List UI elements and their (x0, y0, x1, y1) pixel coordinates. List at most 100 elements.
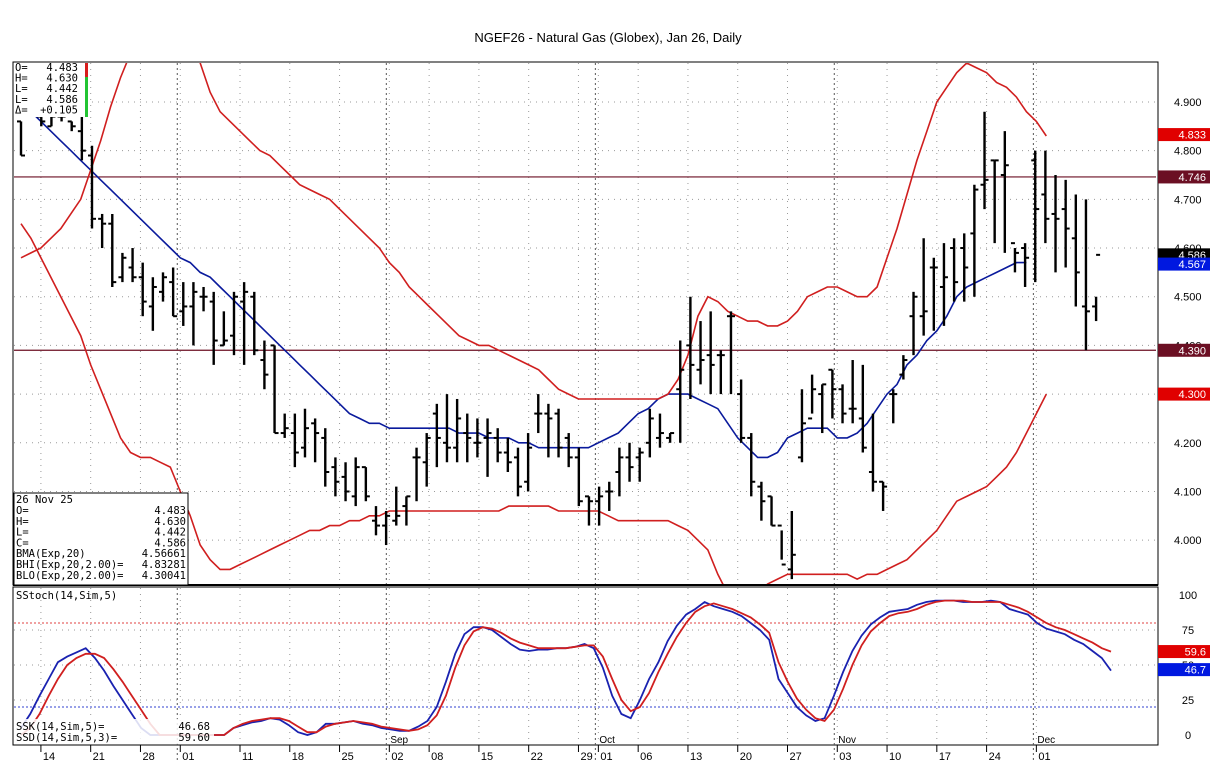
info-box-value: 4.30041 (142, 570, 186, 582)
ohlc-bar (148, 277, 157, 331)
price-flag: 4.390 (1158, 343, 1210, 357)
ohlc-bar (666, 432, 675, 443)
ohlc-bar (726, 311, 735, 395)
ohlc-bar (919, 238, 928, 336)
oscillator-line (20, 599, 1112, 736)
chart-title: NGEF26 - Natural Gas (Globex), Jan 26, D… (474, 30, 742, 45)
oscillator-info: SSK(14,Sim,5)= 46.68 SSD(14,Sim,5,3)= 59.60 (14, 719, 214, 744)
ohlc-bar (331, 457, 340, 497)
ohlc-bar (889, 389, 898, 424)
ohlc-bar (138, 262, 147, 317)
ohlc-bar (797, 389, 806, 463)
info-box-frame (13, 492, 189, 586)
x-day-label: 27 (790, 751, 802, 763)
ohlc-bar (574, 447, 583, 507)
ohlc-bar (453, 398, 462, 463)
x-day-label: 11 (242, 751, 253, 763)
x-day-label: 08 (431, 751, 443, 763)
info-box-key: O= (16, 505, 29, 517)
ohlc-bar (1092, 253, 1101, 322)
x-day-label: 25 (342, 751, 354, 763)
osc-tick-label: 75 (1182, 625, 1194, 637)
ohlc-bar (1071, 194, 1080, 307)
ohlc-bar (544, 403, 553, 458)
ohlc-bar (98, 213, 107, 249)
ohlc-bar (382, 510, 391, 546)
x-day-label: 01 (1038, 751, 1050, 763)
ohlc-bar (240, 282, 249, 365)
price-tick-label: 4.800 (1174, 146, 1202, 158)
ohlc-bar (1041, 150, 1050, 244)
grid-layer (14, 63, 1156, 760)
ohlc-bar (199, 286, 208, 312)
osc-info-value: 46.68 (178, 721, 210, 733)
ohlc-bar (706, 311, 715, 395)
ohlc-bar (118, 252, 127, 283)
x-day-label: 03 (839, 751, 851, 763)
ohlc-bar (260, 340, 269, 390)
x-day-label: 13 (690, 751, 702, 763)
ohlc-bar (158, 272, 167, 302)
ohlc-bar (990, 159, 999, 244)
ohlc-bar (970, 184, 979, 297)
ohlc-bar (229, 291, 238, 356)
price-flag-label: 4.567 (1178, 259, 1206, 271)
price-flag-label: 4.746 (1178, 172, 1206, 184)
ohlc-bar (980, 111, 989, 210)
x-day-label: 24 (989, 751, 1001, 763)
ohlc-bar (1021, 243, 1030, 287)
oscillator-info-bg (14, 719, 214, 744)
ohlc-bar (716, 350, 725, 395)
x-month-label: Sep (390, 735, 408, 746)
reference-lines (14, 176, 1156, 351)
osc-flag: 59.6 (1158, 645, 1210, 659)
ohlc-bar (341, 462, 350, 502)
ohlc-bar (311, 418, 320, 463)
ohlc-bar (1051, 174, 1060, 273)
ohlc-bar (67, 120, 76, 132)
x-day-label: 21 (93, 751, 105, 763)
osc-info-value: 59.60 (178, 732, 210, 744)
ohlc-readout-top: O= 4.483 H= 4.630 L= 4.442 L= 4.586 Δ= +0.105 (14, 62, 88, 117)
info-box-rows: O= 4.483 H= 4.630 L= 4.442 C= 4.586 BMA(Exp,20) 4… (16, 505, 186, 582)
ohlc-bar (939, 243, 948, 326)
osc-info-key: SSD(14,Sim,5,3)= (16, 732, 117, 744)
ohlc-bar (361, 466, 370, 502)
x-day-label: 14 (43, 751, 55, 763)
ohlc-bar (1010, 242, 1019, 273)
price-flag-bg (1158, 257, 1210, 271)
ohlc-bar (838, 384, 847, 424)
price-flag-label: 4.833 (1178, 130, 1206, 142)
ohlc-bar (493, 428, 502, 463)
overlay-line (20, 63, 1047, 400)
readout-value: 4.630 (46, 73, 78, 85)
ohlc-bar (808, 374, 817, 420)
ohlc-bar (960, 233, 969, 302)
overlay-line (20, 101, 1027, 459)
ohlc-bar (392, 486, 401, 526)
ohlc-bar (757, 481, 766, 521)
price-flag-bg (1158, 170, 1210, 184)
bollinger-bands (20, 63, 1048, 584)
overlay-line (20, 223, 1048, 584)
info-box-value: 4.56661 (142, 548, 186, 560)
indicator-info-box: 26 Nov 25 O= 4.483 H= 4.630 L= 4.442 C= 4.586 BM… (13, 492, 189, 586)
price-tick-label: 4.900 (1174, 97, 1202, 109)
ohlc-bar (524, 433, 533, 492)
x-day-label: 28 (142, 751, 154, 763)
ohlc-bar (128, 248, 137, 283)
info-box-key: H= (16, 516, 29, 528)
info-box-value: 4.586 (154, 537, 186, 549)
x-day-label: 15 (481, 751, 493, 763)
price-tick-label: 4.500 (1174, 292, 1202, 304)
x-day-label: 22 (531, 751, 543, 763)
ohlc-bar (848, 360, 857, 424)
ohlc-bar (280, 413, 289, 438)
x-month-label: Oct (599, 735, 615, 746)
info-box-key: C= (16, 537, 29, 549)
oscillator-line (20, 599, 1112, 736)
readout-value: 4.442 (46, 83, 78, 95)
readout-value: 4.586 (46, 94, 78, 106)
